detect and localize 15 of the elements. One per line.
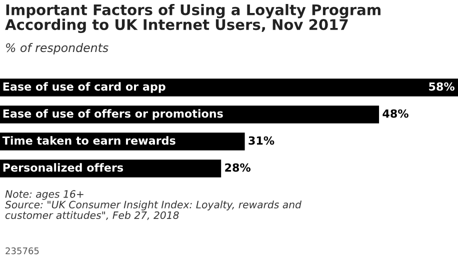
y-tick-label: Ease of use of card or app <box>3 82 166 93</box>
y-tick-label: Personalized offers <box>3 163 124 172</box>
bar <box>0 78 458 96</box>
y-tick-label: Ease of use of offers or promotions <box>3 109 223 120</box>
bar <box>0 106 380 124</box>
bar <box>0 160 222 178</box>
text: Note: ages 16+ Source: "UK Consumer Insight Index: Loyalty, rewards and customer attitudes", Feb 27, 2018 <box>5 190 302 220</box>
data-label: 31% <box>248 136 274 145</box>
data-label: 58% <box>429 82 454 91</box>
y-tick-label: Time taken to earn rewards <box>2 136 176 145</box>
text: 235765 <box>6 247 39 254</box>
chart-subtitle: % of respondents <box>6 43 108 54</box>
chart-title: Important Factors of Using a Loyalty Program According to UK Internet Users, Nov 2017 <box>5 4 380 34</box>
data-label: 48% <box>382 109 408 118</box>
data-label: 28% <box>225 163 251 172</box>
